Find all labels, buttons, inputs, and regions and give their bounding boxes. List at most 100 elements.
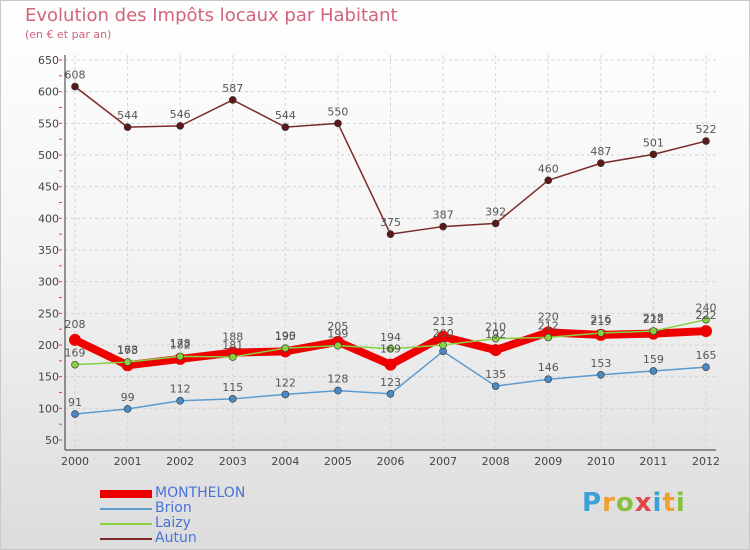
data-point-brion xyxy=(439,347,447,356)
data-point-brion xyxy=(334,386,342,395)
y-tick-label: 550 xyxy=(38,117,59,130)
data-point-brion xyxy=(702,363,710,371)
legend-item-monthelon: MONTHELON xyxy=(100,485,300,501)
legend-item-laizy: Laizy xyxy=(100,515,300,531)
data-label-autun: 392 xyxy=(485,205,506,218)
data-point-autun xyxy=(597,159,605,168)
data-label-brion: 159 xyxy=(643,353,664,366)
data-label-monthelon: 188 xyxy=(222,331,243,344)
logo-letter: i xyxy=(652,488,663,518)
data-label-brion: 122 xyxy=(275,376,296,389)
data-label-monthelon: 213 xyxy=(433,315,454,328)
data-label-monthelon: 168 xyxy=(117,343,138,356)
legend: MONTHELON Brion Laizy Autun xyxy=(100,485,300,546)
data-point-brion xyxy=(544,375,553,384)
data-label-autun: 460 xyxy=(538,162,559,175)
y-tick-label: 350 xyxy=(38,244,59,257)
data-label-autun: 544 xyxy=(117,109,138,122)
data-point-brion xyxy=(176,396,184,405)
data-label-brion: 91 xyxy=(68,396,82,409)
data-point-laizy xyxy=(491,334,500,343)
data-point-laizy xyxy=(123,358,132,366)
logo-letter: r xyxy=(602,488,616,518)
y-tick-label: 500 xyxy=(38,149,59,162)
x-tick-label: 2011 xyxy=(639,455,667,468)
data-label-autun: 375 xyxy=(380,216,401,229)
data-label-monthelon: 192 xyxy=(485,328,506,341)
data-point-brion xyxy=(491,382,500,390)
data-point-laizy xyxy=(71,360,79,369)
data-point-laizy xyxy=(386,344,395,353)
data-label-monthelon: 190 xyxy=(275,329,296,342)
x-tick-label: 2010 xyxy=(587,455,615,468)
data-point-autun xyxy=(544,176,553,185)
data-point-brion xyxy=(597,370,605,379)
data-label-monthelon: 216 xyxy=(590,313,611,326)
data-point-autun xyxy=(228,96,237,104)
legend-label-laizy: Laizy xyxy=(155,515,191,531)
x-tick-label: 2012 xyxy=(692,455,720,468)
data-point-autun xyxy=(176,122,184,130)
x-tick-label: 2001 xyxy=(114,455,142,468)
data-label-laizy: 212 xyxy=(538,319,559,332)
y-tick-label: 400 xyxy=(38,212,59,225)
data-label-laizy: 199 xyxy=(327,328,348,341)
legend-swatch-monthelon xyxy=(100,490,152,498)
data-point-laizy xyxy=(281,344,290,352)
data-label-autun: 550 xyxy=(327,105,348,118)
y-tick-label: 650 xyxy=(38,54,59,67)
data-point-monthelon xyxy=(69,333,81,346)
data-label-autun: 587 xyxy=(222,82,243,95)
proxiti-logo: Proxiti xyxy=(582,488,686,518)
data-point-brion xyxy=(649,367,658,375)
logo-letter: P xyxy=(582,488,603,518)
data-label-autun: 487 xyxy=(590,145,611,158)
x-tick-label: 2005 xyxy=(324,455,352,468)
logo-letter: t xyxy=(662,488,676,518)
y-tick-label: 450 xyxy=(38,181,59,194)
data-point-laizy xyxy=(334,341,342,350)
legend-label-autun: Autun xyxy=(155,530,197,546)
data-label-brion: 135 xyxy=(485,368,506,381)
data-label-autun: 546 xyxy=(170,108,191,121)
x-tick-label: 2000 xyxy=(61,455,89,468)
logo-letter: x xyxy=(634,488,653,518)
data-label-brion: 112 xyxy=(170,383,191,396)
data-point-brion xyxy=(281,390,290,399)
data-point-autun xyxy=(71,82,79,91)
data-label-autun: 501 xyxy=(643,136,664,149)
x-tick-label: 2008 xyxy=(482,455,510,468)
data-label-brion: 115 xyxy=(222,381,243,394)
legend-swatch-autun xyxy=(100,538,152,540)
data-point-monthelon xyxy=(700,325,712,338)
data-point-laizy xyxy=(544,333,553,342)
x-tick-label: 2004 xyxy=(271,455,299,468)
data-label-brion: 146 xyxy=(538,361,559,374)
data-label-autun: 522 xyxy=(696,123,717,136)
data-label-laizy: 219 xyxy=(590,315,611,328)
data-point-autun xyxy=(281,123,290,131)
data-label-brion: 153 xyxy=(590,357,611,370)
data-point-monthelon xyxy=(437,330,450,343)
data-label-laizy: 194 xyxy=(380,331,401,344)
data-point-autun xyxy=(386,230,395,238)
data-point-laizy xyxy=(702,315,710,324)
data-label-laizy: 173 xyxy=(117,344,138,357)
series-layer xyxy=(69,82,712,418)
data-label-monthelon: 178 xyxy=(170,337,191,350)
data-label-brion: 128 xyxy=(327,373,348,386)
legend-label-monthelon: MONTHELON xyxy=(155,485,246,501)
y-tick-label: 150 xyxy=(38,371,59,384)
data-label-autun: 608 xyxy=(65,69,86,82)
data-point-laizy xyxy=(439,341,447,349)
data-point-autun xyxy=(491,219,500,228)
data-label-monthelon: 205 xyxy=(327,320,348,333)
data-label-laizy: 181 xyxy=(222,339,243,352)
data-label-laizy: 200 xyxy=(433,327,454,340)
axis-layer: 50 100 150 200 250 300 350 400 450 500 550 600 650 20… xyxy=(38,54,720,468)
data-point-laizy xyxy=(597,329,605,337)
x-tick-label: 2009 xyxy=(534,455,562,468)
data-label-brion: 165 xyxy=(696,349,717,362)
data-point-brion xyxy=(228,395,237,403)
